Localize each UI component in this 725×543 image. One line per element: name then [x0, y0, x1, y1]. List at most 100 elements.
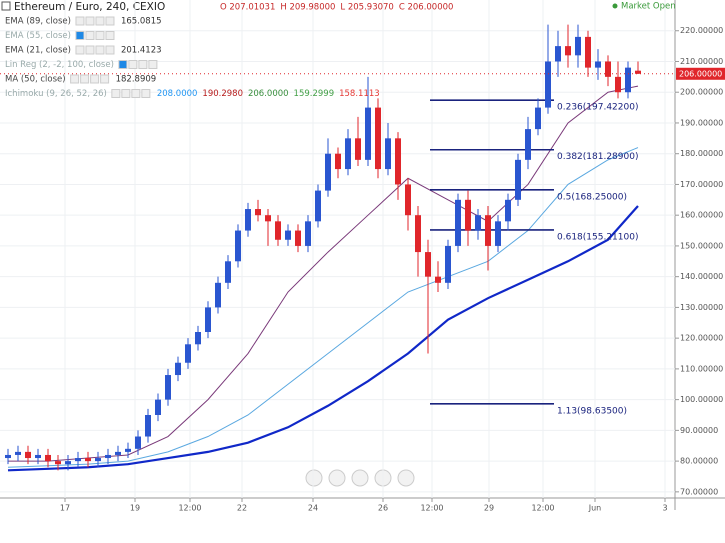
legend-name: EMA (21, close) — [5, 46, 71, 56]
candle-body — [415, 215, 421, 253]
candle-body — [545, 61, 551, 108]
legend-button[interactable] — [75, 45, 85, 55]
candle-body — [525, 129, 531, 160]
legend-button[interactable] — [118, 60, 128, 69]
candle-body — [175, 362, 181, 376]
x-tick-label: 12:00 — [531, 504, 554, 513]
legend-name: EMA (55, close) — [5, 31, 71, 41]
nav-button[interactable] — [397, 469, 415, 487]
legend-button[interactable] — [128, 60, 138, 69]
legend-button[interactable] — [95, 45, 105, 55]
y-tick-label: 70.00000 — [680, 487, 718, 496]
x-tick-label: 17 — [60, 504, 70, 513]
y-tick-label: 110.00000 — [680, 364, 723, 373]
candle-body — [565, 46, 571, 56]
ohlc-label: O 207.01031 — [220, 3, 275, 13]
candle-body — [375, 107, 381, 170]
candle-body — [5, 454, 11, 459]
nav-button[interactable] — [351, 469, 369, 487]
candle-body — [145, 415, 151, 437]
y-tick-label: 160.00000 — [680, 211, 723, 220]
candle-body — [315, 190, 321, 222]
nav-button[interactable] — [305, 469, 323, 487]
grid — [0, 0, 675, 498]
nav-button[interactable] — [328, 469, 346, 487]
market-status: Market Open — [621, 2, 676, 12]
legend-button[interactable] — [75, 16, 85, 26]
candle-body — [475, 215, 481, 231]
legend-button[interactable] — [95, 16, 105, 26]
legend-button[interactable] — [138, 60, 148, 69]
legend-button[interactable] — [80, 74, 90, 84]
legend-button[interactable] — [100, 74, 110, 84]
legend-button[interactable] — [141, 89, 151, 98]
x-tick-label: Jun — [588, 504, 602, 513]
y-tick-label: 210.00000 — [680, 57, 723, 66]
candle-body — [95, 458, 101, 462]
fib-label: 0.618(155.21100) — [557, 232, 638, 242]
y-tick-label: 90.00000 — [680, 426, 718, 435]
legend-button[interactable] — [131, 89, 141, 98]
legend-button[interactable] — [105, 31, 115, 40]
candle-body — [185, 344, 191, 363]
indicator-line — [7, 205, 639, 472]
candle-body — [345, 138, 351, 170]
candle-body — [15, 451, 21, 455]
candle-body — [455, 199, 461, 246]
legend-value: 158.1113 — [339, 89, 380, 99]
candle-body — [355, 138, 361, 160]
candle-body — [465, 199, 471, 231]
candle-body — [495, 221, 501, 246]
legend-button[interactable] — [105, 45, 115, 55]
status-dot — [612, 3, 618, 9]
legend-button[interactable] — [85, 16, 95, 26]
legend-name: MA (50, close) — [5, 75, 66, 85]
ohlc-label: H 209.98000 — [280, 3, 335, 13]
candle-body — [395, 138, 401, 185]
candle-body — [295, 230, 301, 246]
ohlc-label: L 205.93070 — [340, 3, 393, 13]
candle-body — [85, 458, 91, 462]
legend-button[interactable] — [85, 45, 95, 55]
legend-button[interactable] — [95, 31, 105, 40]
candle-body — [445, 245, 451, 283]
legend-button[interactable] — [111, 89, 121, 98]
legend-value: 208.0000 — [157, 89, 198, 99]
legend-button[interactable] — [105, 16, 115, 26]
candle-body — [425, 252, 431, 277]
candle-body — [635, 70, 641, 74]
legend-value: 201.4123 — [121, 46, 162, 56]
symbol-title: Ethereum / Euro, 240, CEXIO — [14, 1, 165, 13]
candle-body — [225, 261, 231, 283]
y-tick-label: 190.00000 — [680, 118, 723, 127]
legend-button[interactable] — [70, 74, 80, 84]
candle-body — [165, 375, 171, 400]
y-tick-label: 140.00000 — [680, 272, 723, 281]
x-tick-label: 12:00 — [420, 504, 443, 513]
candle-body — [625, 67, 631, 93]
legend-value: 206.0000 — [248, 89, 289, 99]
candle-body — [515, 159, 521, 200]
legend-button[interactable] — [148, 60, 158, 69]
y-tick-label: 130.00000 — [680, 303, 723, 312]
legend-button[interactable] — [90, 74, 100, 84]
legend-button[interactable] — [85, 31, 95, 40]
x-tick-label: 19 — [130, 504, 140, 513]
legend-button[interactable] — [121, 89, 131, 98]
collapse-icon[interactable] — [1, 1, 11, 11]
candle-body — [65, 461, 71, 465]
y-tick-label: 170.00000 — [680, 180, 723, 189]
candle-body — [115, 451, 121, 455]
legend-value: 159.2999 — [294, 89, 335, 99]
candle-body — [535, 107, 541, 130]
legend-button[interactable] — [75, 31, 85, 40]
x-tick-label: 3 — [662, 504, 667, 513]
candle-body — [305, 221, 311, 246]
y-tick-label: 80.00000 — [680, 457, 718, 466]
legend: EMA (89, close) 165.0815 EMA (55, close) EM… — [5, 16, 380, 99]
y-tick-label: 150.00000 — [680, 241, 723, 250]
candle-body — [285, 230, 291, 240]
candle-body — [615, 76, 621, 93]
legend-value: 182.8909 — [116, 75, 157, 85]
